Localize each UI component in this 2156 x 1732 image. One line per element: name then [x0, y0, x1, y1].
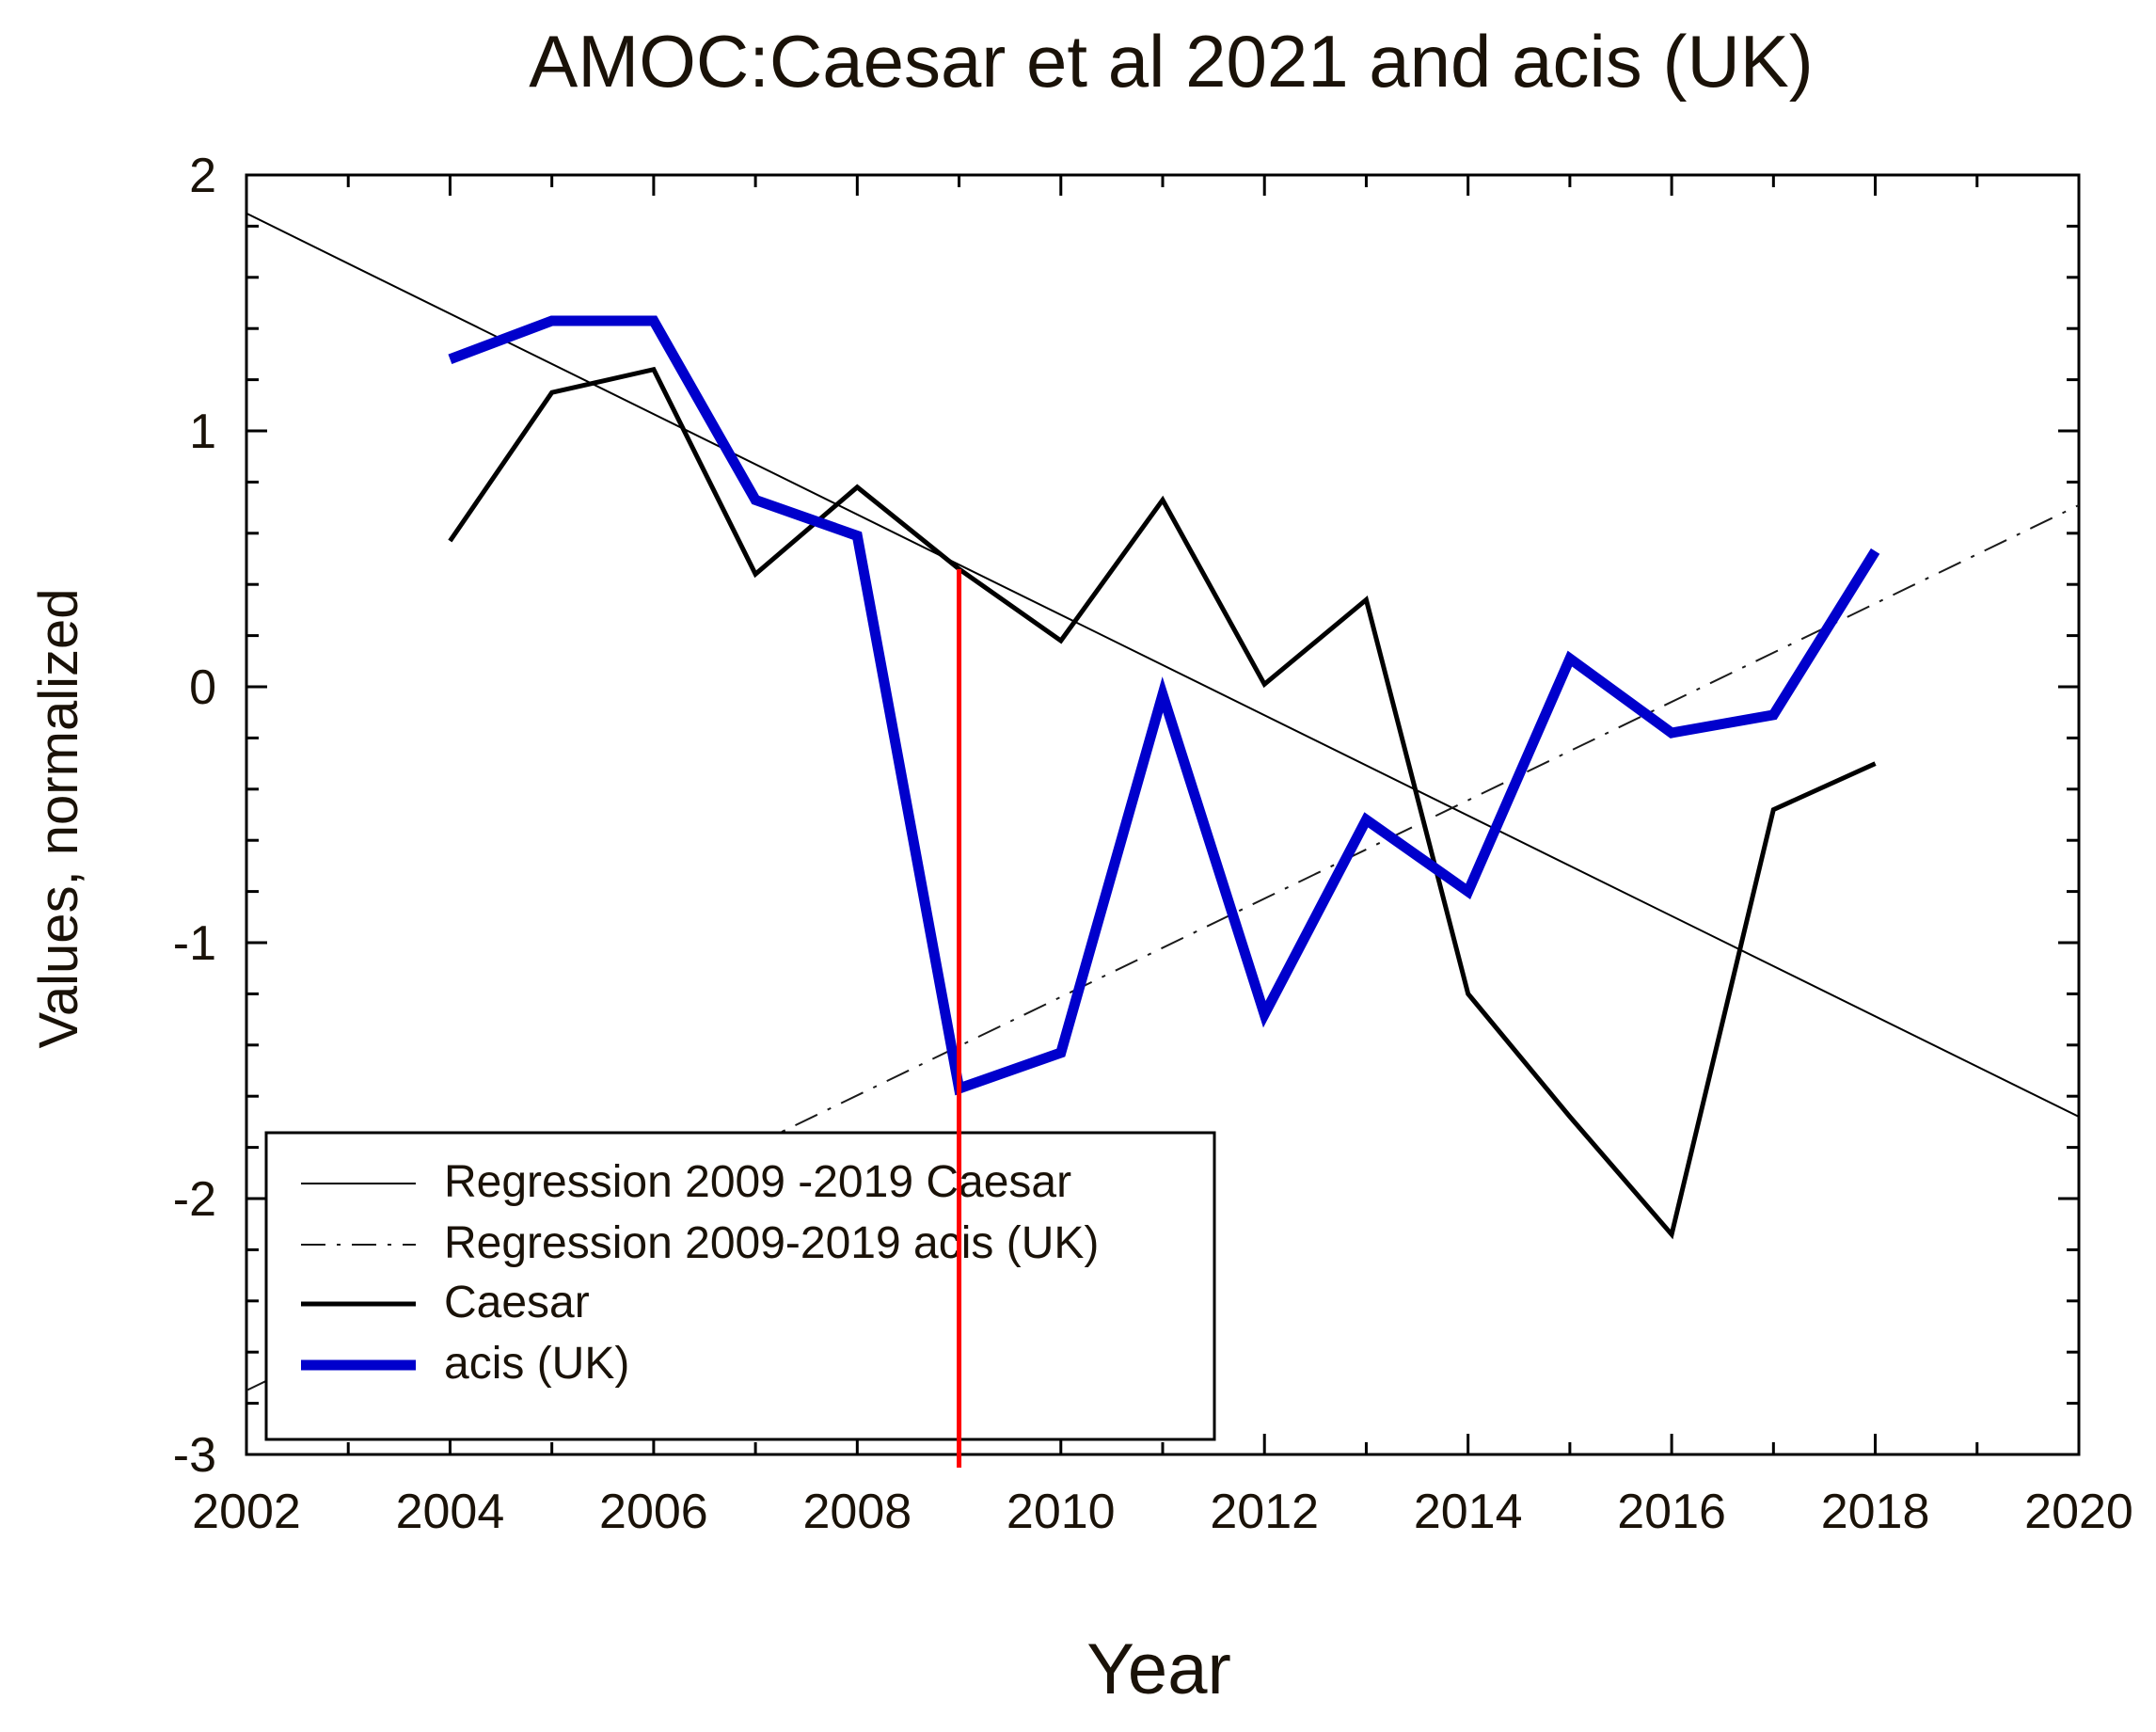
acis-series-line [448, 315, 1880, 1096]
legend-label: Regression 2009 -2019 Caesar [444, 1157, 1071, 1207]
y-tick-label: -2 [173, 1172, 216, 1227]
regression-caesar-line [246, 212, 2079, 1118]
legend-label: acis (UK) [444, 1339, 629, 1389]
caesar-series-line [448, 366, 1877, 1240]
y-tick-label: 2 [189, 149, 216, 203]
x-tick-label: 2018 [1821, 1485, 1930, 1539]
x-tick-label: 2002 [192, 1485, 301, 1539]
x-tick-label: 2012 [1210, 1485, 1319, 1539]
legend: Regression 2009 -2019 Caesar Regression 2… [264, 1131, 1216, 1441]
y-axis-label: Values, normalized [28, 589, 89, 1049]
x-tick-label: 2004 [396, 1485, 505, 1539]
x-tick-label: 2008 [802, 1485, 912, 1539]
x-tick-label: 2006 [599, 1485, 708, 1539]
x-tick-label: 2020 [2024, 1485, 2133, 1539]
chart-title: AMOC:Caesar et al 2021 and acis (UK) [529, 20, 1814, 103]
legend-label: Regression 2009-2019 acis (UK) [444, 1218, 1099, 1268]
regression-acis-line [246, 503, 2079, 1391]
plot-lines [246, 212, 2079, 1391]
x-tick-label: 2010 [1007, 1485, 1116, 1539]
axes: 2002 2004 2006 2008 2010 2012 2014 2016 2018 2020… [173, 149, 2133, 1539]
y-tick-label: -3 [173, 1428, 216, 1483]
y-tick-label: -1 [173, 916, 216, 971]
x-tick-label: 2016 [1617, 1485, 1726, 1539]
x-axis-label: Year [1086, 1629, 1231, 1709]
x-tick-label: 2014 [1414, 1485, 1523, 1539]
legend-box [264, 1131, 1216, 1441]
y-tick-label: 0 [189, 660, 216, 715]
legend-label: Caesar [444, 1278, 590, 1327]
y-tick-label: 1 [189, 405, 216, 459]
